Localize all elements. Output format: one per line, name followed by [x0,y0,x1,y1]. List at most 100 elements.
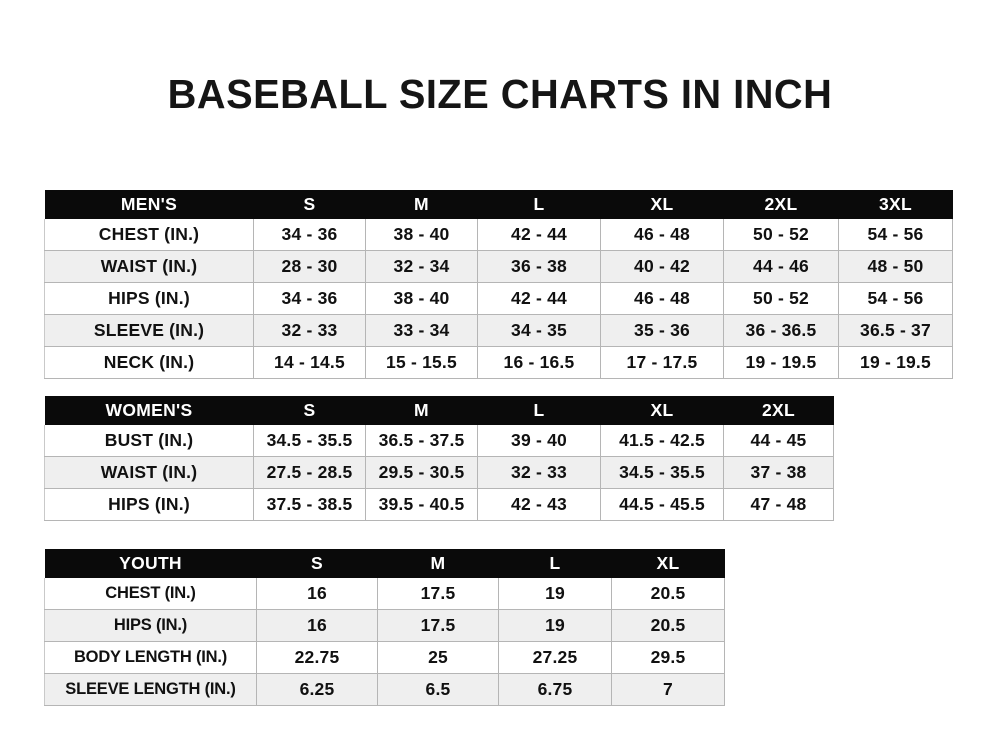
youth-measurement-cell: 16 [256,609,378,642]
mens-measurement-cell: 19 - 19.5 [838,346,953,379]
table-row: BODY LENGTH (IN.) 22.75 25 27.25 29.5 [44,641,725,674]
womens-measurement-cell: 29.5 - 30.5 [365,456,478,489]
youth-table-title-cell: YOUTH [44,549,257,578]
mens-column-header-s: S [253,190,366,219]
youth-measurement-cell: 17.5 [377,609,499,642]
table-row: HIPS (IN.) 34 - 36 38 - 40 42 - 44 46 - 48 50… [44,282,953,315]
mens-column-header-m: M [365,190,478,219]
youth-table-body: CHEST (IN.) 16 17.5 19 20.5 HIPS (IN.) 16 17.5 1… [44,578,725,706]
mens-measurement-cell: 35 - 36 [600,314,724,347]
mens-measurement-cell: 19 - 19.5 [723,346,839,379]
womens-measurement-cell: 34.5 - 35.5 [600,456,724,489]
womens-table-title-cell: WOMEN'S [44,396,254,425]
mens-measurement-cell: 54 - 56 [838,282,953,315]
youth-measurement-cell: 6.75 [498,673,612,706]
womens-table-body: BUST (IN.) 34.5 - 35.5 36.5 - 37.5 39 - 40 4… [44,425,834,521]
womens-measurement-cell: 44.5 - 45.5 [600,488,724,521]
mens-measurement-cell: 32 - 34 [365,250,478,283]
mens-measurement-cell: 36 - 38 [477,250,601,283]
mens-measurement-cell: 33 - 34 [365,314,478,347]
mens-measurement-cell: 17 - 17.5 [600,346,724,379]
womens-measurement-cell: 44 - 45 [723,425,834,457]
youth-measurement-cell: 22.75 [256,641,378,674]
table-row: WAIST (IN.) 27.5 - 28.5 29.5 - 30.5 32 - 33… [44,456,834,489]
womens-measurement-cell: 39 - 40 [477,425,601,457]
youth-table-header: YOUTH S M L XL [44,549,725,578]
mens-table-body: CHEST (IN.) 34 - 36 38 - 40 42 - 44 46 - 48 5… [44,219,953,379]
mens-measurement-cell: 15 - 15.5 [365,346,478,379]
womens-measurement-cell: 41.5 - 42.5 [600,425,724,457]
mens-measurement-cell: 14 - 14.5 [253,346,366,379]
mens-row-label: HIPS (IN.) [44,282,254,315]
womens-column-header-xl: XL [600,396,724,425]
mens-row-label: SLEEVE (IN.) [44,314,254,347]
table-row: HIPS (IN.) 16 17.5 19 20.5 [44,609,725,642]
mens-measurement-cell: 38 - 40 [365,219,478,251]
youth-column-header-l: L [498,549,612,578]
womens-column-header-2xl: 2XL [723,396,834,425]
mens-measurement-cell: 40 - 42 [600,250,724,283]
youth-measurement-cell: 17.5 [377,578,499,610]
youth-measurement-cell: 19 [498,609,612,642]
youth-measurement-cell: 6.5 [377,673,499,706]
table-row: WAIST (IN.) 28 - 30 32 - 34 36 - 38 40 - 42 4… [44,250,953,283]
mens-measurement-cell: 54 - 56 [838,219,953,251]
womens-measurement-cell: 37.5 - 38.5 [253,488,366,521]
youth-measurement-cell: 7 [611,673,725,706]
womens-measurement-cell: 39.5 - 40.5 [365,488,478,521]
mens-measurement-cell: 46 - 48 [600,282,724,315]
womens-row-label: HIPS (IN.) [44,488,254,521]
mens-measurement-cell: 46 - 48 [600,219,724,251]
mens-measurement-cell: 50 - 52 [723,282,839,315]
youth-size-table: YOUTH S M L XL CHEST (IN.) 16 17.5 19 20.5 HIPS (… [44,549,725,706]
mens-measurement-cell: 32 - 33 [253,314,366,347]
womens-measurement-cell: 37 - 38 [723,456,834,489]
mens-table-title-cell: MEN'S [44,190,254,219]
mens-size-table: MEN'S S M L XL 2XL 3XL CHEST (IN.) 34 - 36 38 - … [44,190,953,379]
mens-measurement-cell: 50 - 52 [723,219,839,251]
youth-column-header-xl: XL [611,549,725,578]
mens-table-header: MEN'S S M L XL 2XL 3XL [44,190,953,219]
youth-measurement-cell: 27.25 [498,641,612,674]
mens-measurement-cell: 36.5 - 37 [838,314,953,347]
womens-row-label: WAIST (IN.) [44,456,254,489]
mens-measurement-cell: 44 - 46 [723,250,839,283]
table-row: NECK (IN.) 14 - 14.5 15 - 15.5 16 - 16.5 17 … [44,346,953,379]
youth-column-header-m: M [377,549,499,578]
mens-column-header-3xl: 3XL [838,190,953,219]
womens-row-label: BUST (IN.) [44,425,254,457]
mens-measurement-cell: 34 - 36 [253,282,366,315]
youth-row-label: CHEST (IN.) [44,578,257,610]
mens-row-label: NECK (IN.) [44,346,254,379]
womens-column-header-m: M [365,396,478,425]
page-title: BASEBALL SIZE CHARTS IN INCH [167,71,833,117]
mens-measurement-cell: 42 - 44 [477,219,601,251]
table-row: CHEST (IN.) 34 - 36 38 - 40 42 - 44 46 - 48 5… [44,219,953,251]
youth-measurement-cell: 29.5 [611,641,725,674]
youth-measurement-cell: 25 [377,641,499,674]
table-row: CHEST (IN.) 16 17.5 19 20.5 [44,578,725,610]
youth-column-header-s: S [256,549,378,578]
mens-column-header-xl: XL [600,190,724,219]
youth-measurement-cell: 16 [256,578,378,610]
womens-measurement-cell: 27.5 - 28.5 [253,456,366,489]
mens-row-label: WAIST (IN.) [44,250,254,283]
youth-measurement-cell: 20.5 [611,578,725,610]
mens-measurement-cell: 48 - 50 [838,250,953,283]
table-row: HIPS (IN.) 37.5 - 38.5 39.5 - 40.5 42 - 43 4… [44,488,834,521]
womens-measurement-cell: 42 - 43 [477,488,601,521]
youth-measurement-cell: 19 [498,578,612,610]
mens-measurement-cell: 34 - 36 [253,219,366,251]
womens-measurement-cell: 47 - 48 [723,488,834,521]
mens-measurement-cell: 34 - 35 [477,314,601,347]
mens-measurement-cell: 36 - 36.5 [723,314,839,347]
mens-column-header-2xl: 2XL [723,190,839,219]
table-row: SLEEVE (IN.) 32 - 33 33 - 34 34 - 35 35 - 36… [44,314,953,347]
youth-row-label: SLEEVE LENGTH (IN.) [44,673,257,706]
table-row: BUST (IN.) 34.5 - 35.5 36.5 - 37.5 39 - 40 4… [44,425,834,457]
mens-measurement-cell: 38 - 40 [365,282,478,315]
womens-column-header-s: S [253,396,366,425]
womens-size-table: WOMEN'S S M L XL 2XL BUST (IN.) 34.5 - 35.5 36.… [44,396,834,521]
mens-row-label: CHEST (IN.) [44,219,254,251]
